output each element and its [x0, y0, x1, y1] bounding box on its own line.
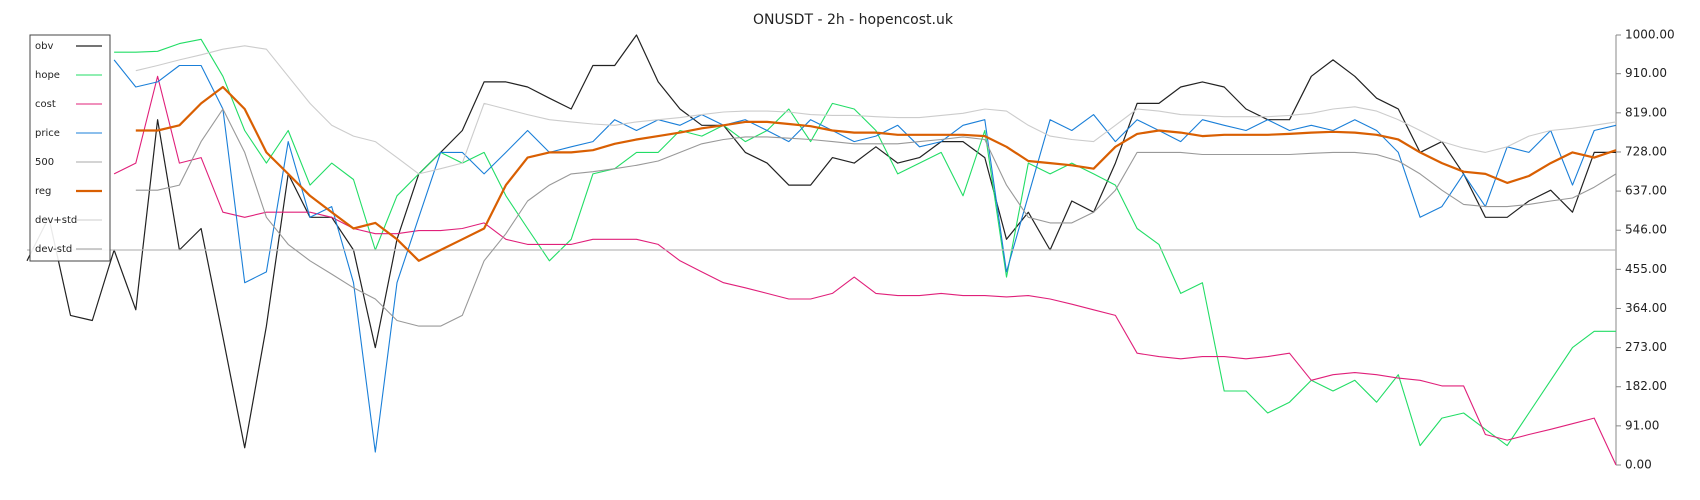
legend-label: dev-std: [35, 244, 72, 255]
legend-label: hope: [35, 70, 60, 81]
series-line: [113, 75, 1617, 466]
y-tick-label: 182.00: [1625, 379, 1667, 393]
series-line: [26, 34, 1616, 449]
legend-label: reg: [35, 186, 51, 197]
legend-label: price: [35, 128, 60, 139]
legend-label: obv: [35, 41, 53, 52]
y-tick-label: 728.00: [1625, 144, 1667, 158]
y-tick-label: 910.00: [1625, 66, 1667, 80]
y-tick-label: 91.00: [1625, 418, 1659, 432]
y-tick-label: 637.00: [1625, 184, 1667, 198]
series-line: [135, 108, 1617, 327]
series-line: [114, 38, 1616, 447]
legend-label: cost: [35, 99, 56, 110]
y-tick-label: 364.00: [1625, 301, 1667, 315]
legend-label: dev+std: [35, 215, 77, 226]
series-line: [135, 45, 1617, 175]
legend-label: 500: [35, 157, 54, 168]
chart-title: ONUSDT - 2h - hopencost.uk: [753, 12, 954, 28]
legend: obv hope cost price 500 reg dev+std dev-std: [29, 34, 111, 262]
y-tick-label: 546.00: [1625, 223, 1667, 237]
y-tick-label: 0.00: [1625, 458, 1652, 472]
y-tick-label: 455.00: [1625, 262, 1667, 276]
series-line: [113, 59, 1617, 453]
y-tick-label: 819.00: [1625, 105, 1667, 119]
y-tick-label: 273.00: [1625, 340, 1667, 354]
y-tick-label: 1000.00: [1625, 28, 1675, 42]
series-line: [135, 85, 1617, 262]
legend-box: [29, 34, 111, 262]
